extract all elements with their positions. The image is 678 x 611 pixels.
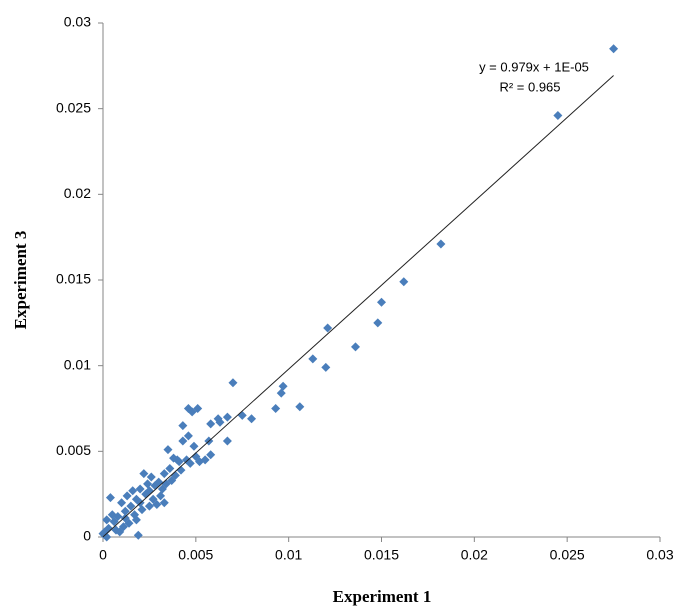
data-point xyxy=(377,297,386,307)
data-point xyxy=(143,479,153,489)
data-point xyxy=(133,530,143,540)
data-point xyxy=(120,506,130,516)
y-tick-label: 0.01 xyxy=(64,356,91,372)
trendline-equation: y = 0.979x + 1E-05 xyxy=(479,59,589,74)
y-tick-label: 0.015 xyxy=(56,271,91,287)
x-axis-title: Experiment 1 xyxy=(333,587,432,606)
data-point xyxy=(553,111,563,121)
data-point xyxy=(137,505,147,515)
data-point xyxy=(187,407,197,417)
data-point xyxy=(276,388,286,398)
data-point xyxy=(185,458,195,468)
data-point xyxy=(144,501,154,511)
data-point xyxy=(111,525,121,535)
y-tick-label: 0.005 xyxy=(56,442,91,458)
data-point xyxy=(222,412,232,422)
data-point xyxy=(117,498,127,508)
r-squared: R² = 0.965 xyxy=(499,79,560,94)
y-tick-label: 0.025 xyxy=(56,99,91,115)
x-tick-label: 0.01 xyxy=(275,547,302,563)
data-point xyxy=(178,421,188,431)
data-point xyxy=(399,277,409,287)
x-tick-label: 0.015 xyxy=(364,547,399,563)
data-point xyxy=(118,522,128,532)
y-axis-title: Experiment 3 xyxy=(11,231,30,330)
data-point xyxy=(105,493,115,503)
x-tick-label: 0.005 xyxy=(178,547,213,563)
x-tick-label: 0 xyxy=(99,547,107,563)
data-point xyxy=(222,436,232,446)
data-point xyxy=(183,431,193,441)
data-point xyxy=(159,498,169,508)
data-point xyxy=(213,414,223,424)
trendline xyxy=(102,75,614,538)
data-point xyxy=(323,323,333,333)
x-tick-label: 0.02 xyxy=(461,547,488,563)
data-point xyxy=(206,450,216,460)
data-point xyxy=(159,469,169,479)
data-point xyxy=(206,419,216,429)
data-point xyxy=(295,402,305,412)
y-tick-label: 0.03 xyxy=(64,14,91,30)
data-point xyxy=(174,457,184,467)
data-point xyxy=(247,414,257,424)
y-tick-label: 0 xyxy=(83,528,91,544)
data-point xyxy=(152,499,162,509)
data-point xyxy=(278,381,288,391)
data-point xyxy=(351,342,361,352)
data-point xyxy=(237,410,247,420)
y-tick-label: 0.02 xyxy=(64,185,91,201)
data-point xyxy=(373,318,383,328)
data-point xyxy=(126,501,136,511)
data-point xyxy=(131,494,141,504)
data-point xyxy=(165,463,175,473)
x-tick-label: 0.03 xyxy=(646,547,673,563)
data-point xyxy=(122,491,132,501)
data-point xyxy=(107,510,117,520)
data-point xyxy=(178,436,188,446)
data-point xyxy=(120,513,130,523)
data-point xyxy=(200,455,210,465)
data-point xyxy=(102,532,112,542)
data-point xyxy=(321,362,331,372)
data-point xyxy=(609,44,619,54)
data-point xyxy=(135,484,145,494)
data-point xyxy=(436,239,446,249)
data-point xyxy=(308,354,318,364)
data-point xyxy=(271,404,281,413)
data-point xyxy=(163,445,173,455)
data-point xyxy=(228,378,238,388)
data-point xyxy=(189,441,199,451)
data-point xyxy=(156,491,166,501)
data-point xyxy=(128,486,138,496)
data-point xyxy=(146,472,156,482)
data-point xyxy=(109,517,119,527)
x-tick-label: 0.025 xyxy=(550,547,585,563)
data-point xyxy=(102,515,112,525)
data-point xyxy=(139,469,149,479)
data-point xyxy=(131,515,141,525)
